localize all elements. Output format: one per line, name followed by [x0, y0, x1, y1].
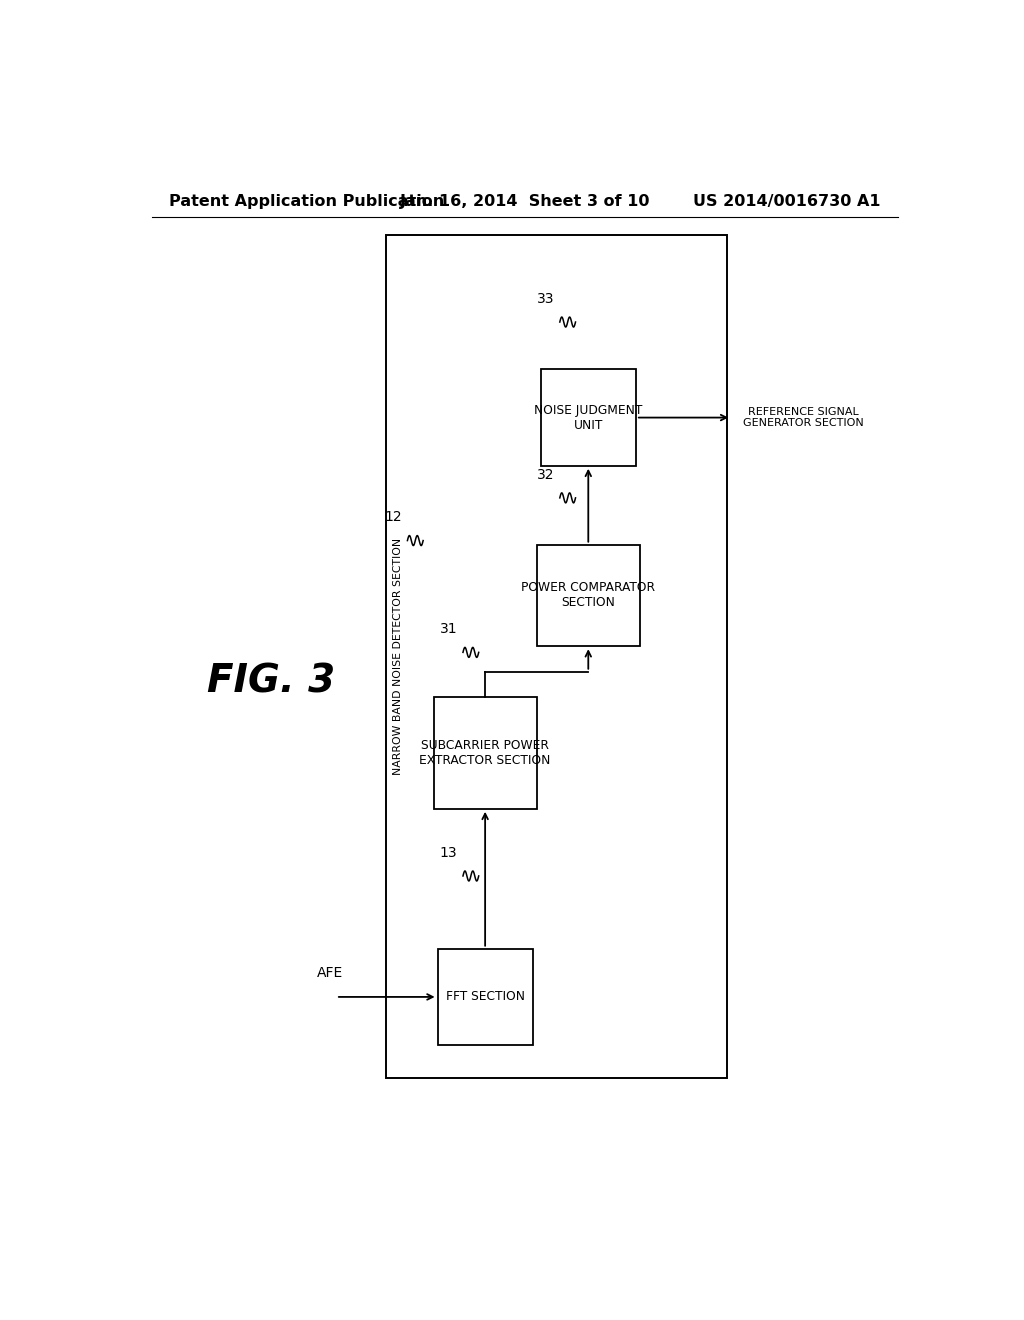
Text: Patent Application Publication: Patent Application Publication — [169, 194, 444, 209]
Text: US 2014/0016730 A1: US 2014/0016730 A1 — [693, 194, 881, 209]
Text: NARROW BAND NOISE DETECTOR SECTION: NARROW BAND NOISE DETECTOR SECTION — [393, 537, 402, 775]
Text: 32: 32 — [537, 467, 554, 482]
Bar — [541, 370, 636, 466]
Text: FIG. 3: FIG. 3 — [207, 663, 335, 701]
Text: Jan. 16, 2014  Sheet 3 of 10: Jan. 16, 2014 Sheet 3 of 10 — [399, 194, 650, 209]
Bar — [537, 545, 640, 647]
Text: 33: 33 — [537, 292, 554, 306]
Text: SUBCARRIER POWER
EXTRACTOR SECTION: SUBCARRIER POWER EXTRACTOR SECTION — [420, 739, 551, 767]
Text: FFT SECTION: FFT SECTION — [445, 990, 524, 1003]
Text: 12: 12 — [384, 511, 401, 524]
Text: NOISE JUDGMENT
UNIT: NOISE JUDGMENT UNIT — [535, 404, 642, 432]
Text: AFE: AFE — [316, 966, 343, 979]
Text: POWER COMPARATOR
SECTION: POWER COMPARATOR SECTION — [521, 581, 655, 610]
Bar — [437, 949, 532, 1045]
Bar — [433, 697, 537, 809]
Text: 31: 31 — [439, 622, 458, 636]
Text: REFERENCE SIGNAL
GENERATOR SECTION: REFERENCE SIGNAL GENERATOR SECTION — [743, 407, 864, 429]
Bar — [386, 235, 727, 1078]
Text: 13: 13 — [439, 846, 458, 859]
